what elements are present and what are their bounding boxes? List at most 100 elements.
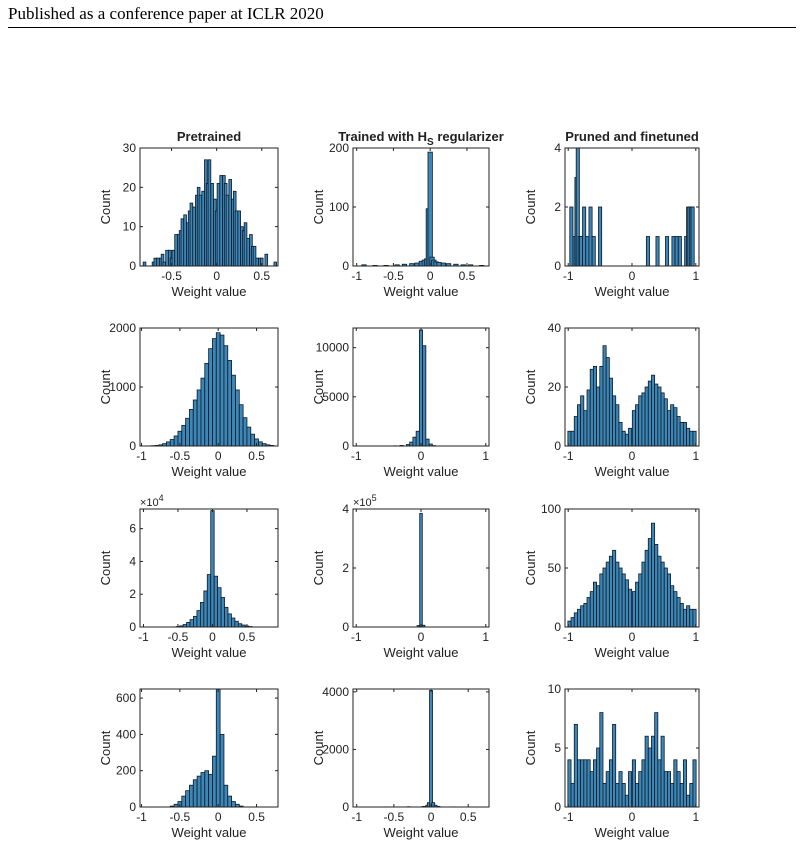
histogram-bar — [598, 206, 603, 267]
histogram-bar — [654, 544, 659, 628]
histogram-bar — [612, 395, 617, 447]
x-tick-label: -1 — [351, 810, 362, 824]
histogram-bar — [223, 345, 229, 447]
y-tick-label: 2 — [342, 561, 349, 575]
histogram-bar — [577, 404, 582, 447]
histogram-bar — [246, 426, 252, 447]
histogram-bar — [208, 348, 213, 447]
histogram-bar — [651, 374, 656, 447]
y-tick-label: 100 — [329, 200, 349, 214]
histogram-bar — [217, 587, 222, 628]
histogram-bar — [624, 579, 629, 628]
x-tick-label: 0 — [215, 810, 222, 824]
histogram-bar — [570, 430, 575, 447]
histogram-bar — [651, 735, 656, 808]
histogram-bar — [631, 759, 636, 808]
y-axis-label: Count — [98, 730, 113, 765]
histogram-bar — [583, 603, 588, 628]
x-axis-label: Weight value — [172, 284, 247, 299]
histogram-bar — [679, 783, 684, 808]
histogram-bar — [665, 236, 670, 267]
histogram-bar — [615, 404, 620, 447]
histogram-bar — [192, 206, 196, 267]
histogram-bar — [219, 334, 225, 447]
x-tick-label: -1 — [563, 630, 574, 644]
histogram-panel-4: -1 -0.5 0 0.5 0 1000 2000 Weight value Count — [98, 321, 279, 479]
histogram-bar — [192, 399, 198, 447]
histogram-bar — [654, 712, 659, 808]
histogram-bar — [605, 357, 610, 447]
histogram-bar — [189, 409, 194, 447]
histogram-bar — [654, 383, 659, 447]
y-tick-label: 4 — [129, 554, 136, 568]
y-exponent-label: ×105 — [353, 493, 377, 509]
histogram-bar — [624, 794, 629, 808]
histogram-bar — [185, 790, 190, 808]
histogram-bar — [425, 438, 430, 447]
histogram-bar — [615, 561, 620, 628]
histogram-bar — [628, 588, 633, 628]
x-tick-label: 1 — [692, 630, 699, 644]
histogram-bar — [586, 389, 591, 447]
y-tick-label: 2 — [129, 587, 136, 601]
histogram-bar — [605, 771, 610, 808]
histogram-bar — [644, 549, 649, 628]
x-tick-label: -0.5 — [170, 810, 191, 824]
histogram-bar — [589, 368, 594, 447]
axes-box — [352, 688, 490, 808]
x-tick-label: 0 — [209, 630, 216, 644]
histogram-bar — [231, 374, 236, 447]
histogram-bar — [242, 417, 248, 447]
histogram-bar — [692, 759, 697, 808]
histogram-bar — [657, 386, 662, 447]
y-tick-label: 10 — [123, 220, 137, 234]
y-tick-label: 1000 — [109, 380, 136, 394]
histogram-bar — [690, 206, 695, 267]
x-tick-label: 0 — [629, 449, 636, 463]
histogram-bar — [647, 538, 652, 628]
y-tick-label: 2000 — [322, 742, 349, 756]
y-axis-label: Count — [523, 189, 538, 224]
histogram-bar — [181, 424, 187, 447]
histogram-bar — [223, 784, 229, 808]
histogram-bar — [670, 783, 675, 808]
histogram-bar — [583, 759, 588, 808]
histogram-bar — [628, 771, 633, 808]
x-tick-label: -1 — [136, 810, 147, 824]
x-axis-label: Weight value — [595, 464, 670, 479]
histogram-bar — [635, 783, 640, 808]
histogram-bar — [673, 407, 678, 447]
histogram-bar — [641, 759, 646, 808]
histogram-bar — [596, 386, 601, 447]
histogram-bar — [586, 597, 591, 628]
histogram-bar — [250, 433, 256, 447]
histogram-bar — [238, 404, 244, 447]
histogram-bar — [234, 620, 239, 628]
panel-title: Pruned and finetuned — [565, 129, 699, 144]
histogram-bar — [171, 249, 176, 267]
histogram-bar — [573, 416, 578, 447]
x-tick-label: 1 — [692, 810, 699, 824]
x-axis-label: Weight value — [172, 825, 247, 840]
histogram-panel-11: -1 -0.5 0 0.5 0 2000 4000 Weight value Count — [311, 685, 490, 840]
histogram-bar — [602, 567, 607, 628]
y-tick-label: 0 — [129, 800, 136, 814]
x-axis-label: Weight value — [595, 284, 670, 299]
y-tick-label: 6 — [129, 522, 136, 536]
histogram-bar — [258, 441, 263, 447]
histogram-bar — [660, 735, 665, 808]
y-tick-label: 10000 — [316, 341, 350, 355]
histogram-bar — [591, 236, 596, 267]
header-rule — [8, 27, 796, 28]
histogram-bar — [227, 613, 232, 628]
histogram-bar — [667, 771, 671, 808]
x-tick-label: -1 — [136, 449, 147, 463]
histogram-bar — [153, 257, 158, 267]
x-tick-label: -0.5 — [161, 269, 182, 283]
histogram-bar — [199, 602, 205, 628]
x-tick-label: 0 — [629, 269, 636, 283]
y-tick-label: 0 — [129, 439, 136, 453]
histogram-bar — [427, 151, 433, 267]
